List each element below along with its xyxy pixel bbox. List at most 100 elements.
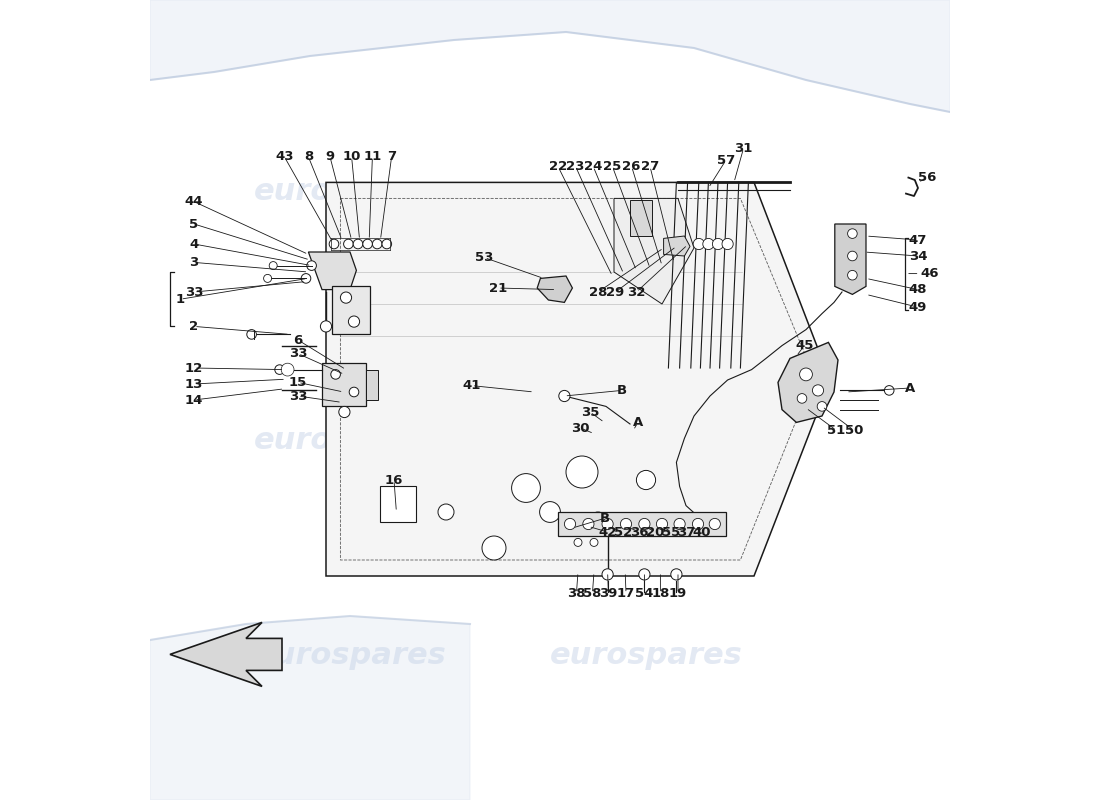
Text: eurospares: eurospares	[550, 426, 742, 454]
Text: 31: 31	[735, 142, 752, 154]
Text: 46: 46	[921, 267, 939, 280]
Circle shape	[282, 363, 294, 376]
Circle shape	[848, 270, 857, 280]
Text: 1: 1	[176, 293, 185, 306]
Circle shape	[671, 569, 682, 580]
Text: 2: 2	[189, 320, 199, 333]
Text: 19: 19	[669, 587, 688, 600]
Text: 55: 55	[662, 526, 681, 538]
Text: 35: 35	[581, 406, 600, 418]
Text: 11: 11	[363, 150, 382, 163]
Text: 42: 42	[598, 526, 617, 538]
Text: eurospares: eurospares	[254, 426, 447, 454]
Circle shape	[340, 292, 352, 303]
Circle shape	[710, 518, 720, 530]
Text: 34: 34	[909, 250, 927, 262]
Text: eurospares: eurospares	[550, 178, 742, 206]
Text: 57: 57	[717, 154, 735, 166]
Text: 6: 6	[294, 334, 302, 346]
Text: 33: 33	[288, 347, 307, 360]
Polygon shape	[150, 616, 470, 800]
Circle shape	[343, 239, 353, 249]
Text: 5: 5	[189, 218, 199, 230]
Circle shape	[373, 239, 382, 249]
Circle shape	[512, 474, 540, 502]
Circle shape	[800, 368, 813, 381]
Polygon shape	[663, 236, 690, 256]
Text: 25: 25	[603, 160, 622, 173]
Polygon shape	[614, 198, 694, 304]
Circle shape	[620, 518, 631, 530]
Circle shape	[722, 238, 734, 250]
Text: 49: 49	[909, 301, 927, 314]
Polygon shape	[778, 342, 838, 422]
Circle shape	[349, 316, 360, 327]
Text: 50: 50	[845, 424, 864, 437]
Circle shape	[329, 239, 339, 249]
Polygon shape	[366, 370, 378, 400]
Text: 53: 53	[475, 251, 494, 264]
Circle shape	[438, 504, 454, 520]
Text: 38: 38	[568, 587, 585, 600]
Text: 52: 52	[615, 526, 632, 538]
Text: 9: 9	[326, 150, 334, 163]
Text: 47: 47	[909, 234, 927, 246]
Text: 28: 28	[588, 286, 607, 298]
Polygon shape	[170, 622, 282, 686]
Text: 41: 41	[462, 379, 481, 392]
Circle shape	[264, 274, 272, 282]
Circle shape	[639, 569, 650, 580]
Text: A: A	[905, 382, 915, 394]
Text: 4: 4	[189, 238, 199, 250]
Circle shape	[482, 536, 506, 560]
Polygon shape	[537, 276, 572, 302]
Text: eurospares: eurospares	[550, 642, 742, 670]
Circle shape	[637, 470, 656, 490]
Text: 10: 10	[342, 150, 361, 163]
Circle shape	[559, 390, 570, 402]
Text: 37: 37	[676, 526, 695, 538]
Circle shape	[848, 251, 857, 261]
Text: 56: 56	[918, 171, 937, 184]
Circle shape	[564, 518, 575, 530]
Circle shape	[798, 394, 806, 403]
Circle shape	[693, 238, 704, 250]
Text: 27: 27	[641, 160, 659, 173]
Polygon shape	[332, 286, 370, 334]
Text: 14: 14	[185, 394, 204, 406]
Text: 18: 18	[651, 587, 670, 600]
Text: 23: 23	[566, 160, 585, 173]
Circle shape	[320, 321, 331, 332]
Text: 26: 26	[623, 160, 641, 173]
Text: eurospares: eurospares	[254, 642, 447, 670]
Text: 44: 44	[185, 195, 204, 208]
Circle shape	[583, 518, 594, 530]
Circle shape	[590, 538, 598, 546]
Text: 45: 45	[795, 339, 814, 352]
FancyBboxPatch shape	[381, 486, 416, 522]
Circle shape	[813, 385, 824, 396]
Text: 51: 51	[827, 424, 846, 437]
Circle shape	[657, 518, 668, 530]
Text: A: A	[632, 416, 644, 429]
Circle shape	[848, 229, 857, 238]
Polygon shape	[308, 252, 356, 290]
Circle shape	[349, 387, 359, 397]
Text: 16: 16	[385, 474, 404, 486]
Text: 7: 7	[387, 150, 396, 163]
Text: 20: 20	[647, 526, 664, 538]
Text: 36: 36	[630, 526, 649, 538]
Circle shape	[884, 386, 894, 395]
Text: 40: 40	[693, 526, 712, 538]
Circle shape	[246, 330, 256, 339]
Text: 22: 22	[549, 160, 568, 173]
Circle shape	[540, 502, 560, 522]
Circle shape	[363, 239, 373, 249]
Circle shape	[339, 406, 350, 418]
Circle shape	[692, 518, 704, 530]
Text: 39: 39	[600, 587, 617, 600]
Circle shape	[602, 569, 613, 580]
Text: 33: 33	[185, 286, 204, 298]
Circle shape	[270, 262, 277, 270]
Text: 43: 43	[275, 150, 294, 163]
